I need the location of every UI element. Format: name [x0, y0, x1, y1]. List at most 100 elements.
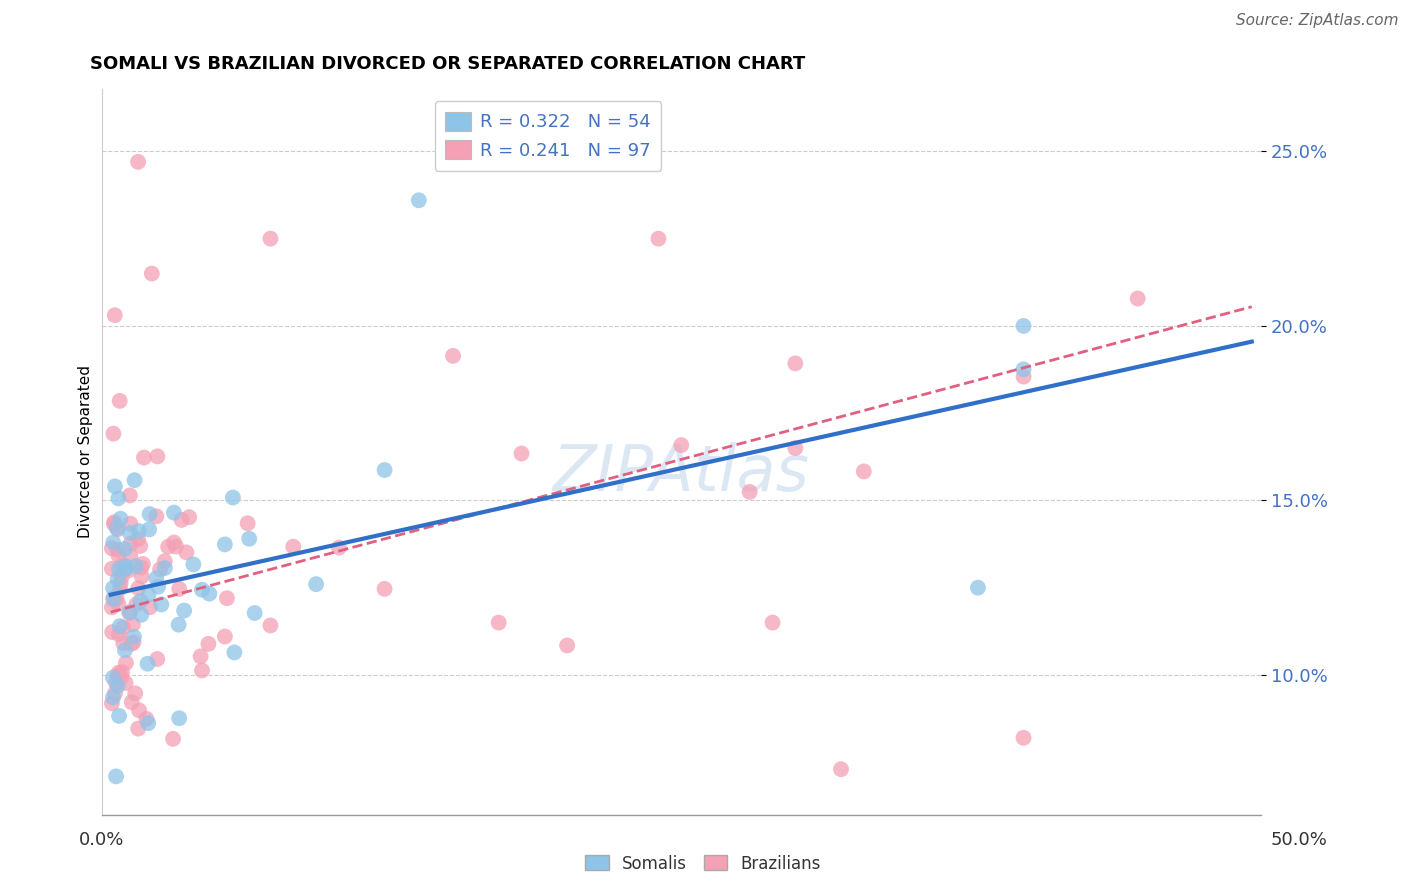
Point: [108, 393, 131, 408]
Point: [141, 267, 163, 281]
Point: [127, 582, 149, 596]
Point: [129, 539, 152, 553]
Point: [122, 617, 145, 632]
Point: [153, 561, 176, 575]
Point: [163, 506, 186, 520]
Legend: Somalis, Brazilians: Somalis, Brazilians: [579, 848, 827, 880]
Point: [138, 507, 160, 521]
Point: [238, 532, 260, 546]
Point: [104, 686, 127, 700]
Point: [224, 645, 246, 659]
Point: [127, 722, 149, 736]
Point: [170, 513, 193, 527]
Point: [374, 463, 396, 477]
Point: [112, 621, 135, 635]
Point: [215, 591, 238, 606]
Point: [103, 515, 125, 529]
Point: [101, 671, 124, 685]
Point: [111, 558, 134, 573]
Point: [146, 580, 169, 594]
Point: [222, 491, 245, 505]
Point: [408, 194, 430, 208]
Point: [118, 488, 141, 502]
Point: [190, 649, 212, 664]
Point: [259, 618, 281, 632]
Point: [176, 545, 198, 559]
Point: [120, 637, 142, 651]
Point: [136, 716, 159, 731]
Point: [136, 657, 159, 671]
Point: [103, 426, 125, 441]
Text: 0.0%: 0.0%: [79, 830, 124, 848]
Point: [103, 516, 125, 531]
Point: [146, 450, 169, 464]
Point: [830, 762, 852, 776]
Point: [101, 696, 124, 710]
Point: [785, 356, 807, 370]
Point: [165, 540, 187, 554]
Point: [214, 630, 236, 644]
Point: [101, 625, 124, 640]
Point: [163, 535, 186, 549]
Point: [132, 557, 155, 571]
Point: [488, 615, 510, 630]
Point: [127, 532, 149, 546]
Point: [114, 676, 136, 690]
Point: [101, 581, 124, 595]
Point: [107, 668, 129, 682]
Point: [108, 627, 131, 641]
Point: [162, 731, 184, 746]
Point: [107, 573, 129, 587]
Point: [150, 598, 173, 612]
Point: [107, 665, 129, 680]
Point: [122, 635, 145, 649]
Point: [112, 636, 135, 650]
Point: [236, 516, 259, 531]
Point: [107, 491, 129, 506]
Point: [738, 484, 761, 499]
Point: [243, 606, 266, 620]
Point: [125, 597, 148, 611]
Point: [1126, 292, 1149, 306]
Point: [108, 582, 131, 596]
Point: [852, 464, 875, 478]
Text: 50.0%: 50.0%: [1271, 830, 1327, 848]
Point: [118, 605, 141, 619]
Point: [1012, 731, 1035, 745]
Point: [114, 541, 136, 556]
Point: [110, 570, 132, 584]
Point: [112, 562, 135, 576]
Point: [121, 695, 143, 709]
Point: [128, 524, 150, 538]
Point: [120, 536, 142, 550]
Point: [108, 709, 131, 723]
Point: [129, 607, 152, 622]
Point: [107, 597, 129, 611]
Point: [124, 473, 146, 487]
Point: [107, 542, 129, 557]
Point: [139, 600, 162, 615]
Point: [105, 769, 128, 783]
Point: [146, 652, 169, 666]
Legend: R = 0.322   N = 54, R = 0.241   N = 97: R = 0.322 N = 54, R = 0.241 N = 97: [434, 102, 661, 170]
Point: [1012, 369, 1035, 384]
Point: [111, 665, 134, 680]
Point: [129, 560, 152, 574]
Point: [1012, 318, 1035, 333]
Point: [107, 669, 129, 683]
Point: [149, 562, 172, 576]
Point: [191, 664, 214, 678]
Point: [132, 450, 155, 465]
Point: [138, 523, 160, 537]
Point: [761, 615, 783, 630]
Point: [647, 232, 669, 246]
Point: [167, 711, 190, 725]
Point: [173, 603, 195, 617]
Point: [110, 670, 132, 684]
Point: [104, 675, 127, 690]
Point: [179, 510, 201, 524]
Y-axis label: Divorced or Separated: Divorced or Separated: [79, 365, 93, 538]
Point: [110, 576, 132, 591]
Point: [101, 690, 124, 705]
Point: [153, 554, 176, 568]
